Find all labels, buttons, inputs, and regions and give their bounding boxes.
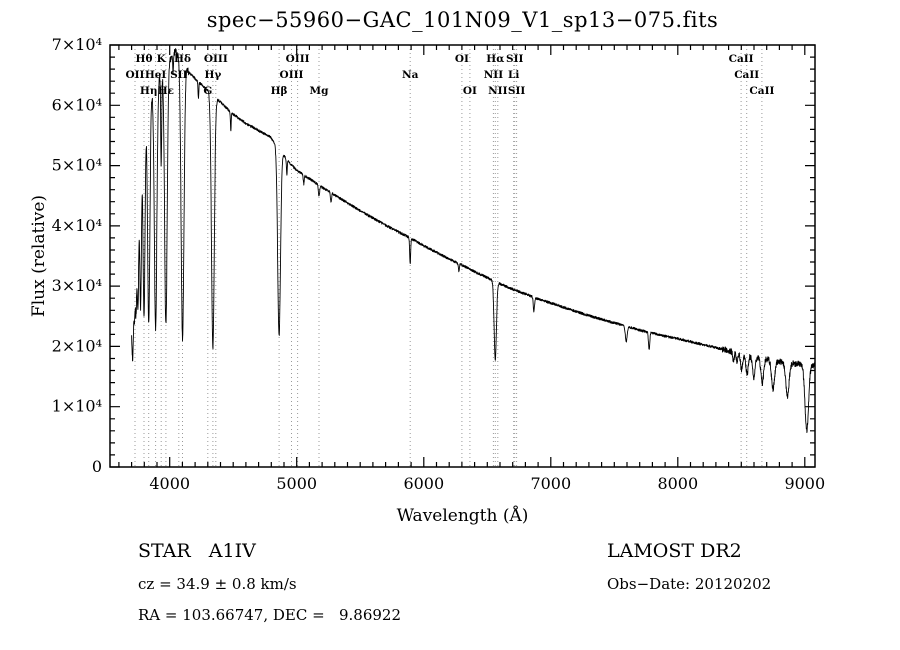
spectral-line-label: SII [506, 53, 523, 65]
spectral-line-label: OIII [286, 53, 310, 65]
radial-velocity-label: cz = 34.9 ± 0.8 km/s [138, 575, 297, 593]
y-axis-title: Flux (relative) [29, 194, 49, 318]
spectral-line-label: OIII [204, 53, 228, 65]
spectral-line-label: Li [508, 69, 519, 81]
x-tick-label: 8000 [657, 474, 698, 493]
x-axis-title: Wavelength (Å) [396, 506, 529, 526]
coordinates-label: RA = 103.66747, DEC = 9.86922 [138, 606, 402, 624]
spectral-line-label: OI [463, 85, 477, 97]
spectral-line-label: CaII [734, 69, 759, 81]
plot-title: spec−55960−GAC_101N09_V1_sp13−075.fits [206, 8, 719, 32]
y-tick-label: 3×10⁴ [52, 276, 102, 295]
spectral-line-label: NII [484, 69, 504, 81]
spectral-line-label: OII [126, 69, 145, 81]
x-tick-label: 7000 [530, 474, 571, 493]
survey-release-label: LAMOST DR2 [607, 540, 742, 562]
spectral-line-label: Hγ [204, 69, 221, 81]
spectral-line-label: OI [455, 53, 469, 65]
spectral-line-label: SII [508, 85, 525, 97]
spectral-line-label: Na [402, 69, 419, 81]
y-tick-label: 1×10⁴ [52, 397, 102, 416]
spectral-line-label: Hη [140, 85, 158, 97]
x-tick-label: 9000 [784, 474, 825, 493]
object-class-label: STAR A1IV [138, 540, 256, 562]
spectral-line-label: Hα [486, 53, 504, 65]
spectral-line-label: CaII [749, 85, 774, 97]
axes-frame [109, 44, 816, 468]
y-tick-label: 5×10⁴ [52, 156, 102, 175]
spectral-line-label: Hθ [136, 53, 153, 65]
x-tick-label: 4000 [149, 474, 190, 493]
axis-ticks [110, 44, 815, 468]
spectral-line-label: NII [488, 85, 508, 97]
x-tick-label: 5000 [276, 474, 317, 493]
y-tick-label: 4×10⁴ [52, 216, 102, 235]
spectral-line-label: Hβ [271, 85, 288, 97]
spectral-line-label: K [157, 53, 167, 65]
spectral-line-label: CaII [729, 53, 754, 65]
x-tick-label: 6000 [403, 474, 444, 493]
y-tick-label: 2×10⁴ [52, 336, 102, 355]
y-tick-label: 6×10⁴ [52, 95, 102, 114]
spectral-line-label: HeI [145, 69, 167, 81]
spectrum-curve [131, 48, 816, 434]
y-tick-label: 7×10⁴ [52, 35, 102, 54]
spectral-line-label: OIII [280, 69, 304, 81]
y-tick-label: 0 [92, 457, 102, 476]
obs-date-label: Obs−Date: 20120202 [607, 575, 772, 593]
spectral-line-label: Mg [310, 85, 330, 97]
